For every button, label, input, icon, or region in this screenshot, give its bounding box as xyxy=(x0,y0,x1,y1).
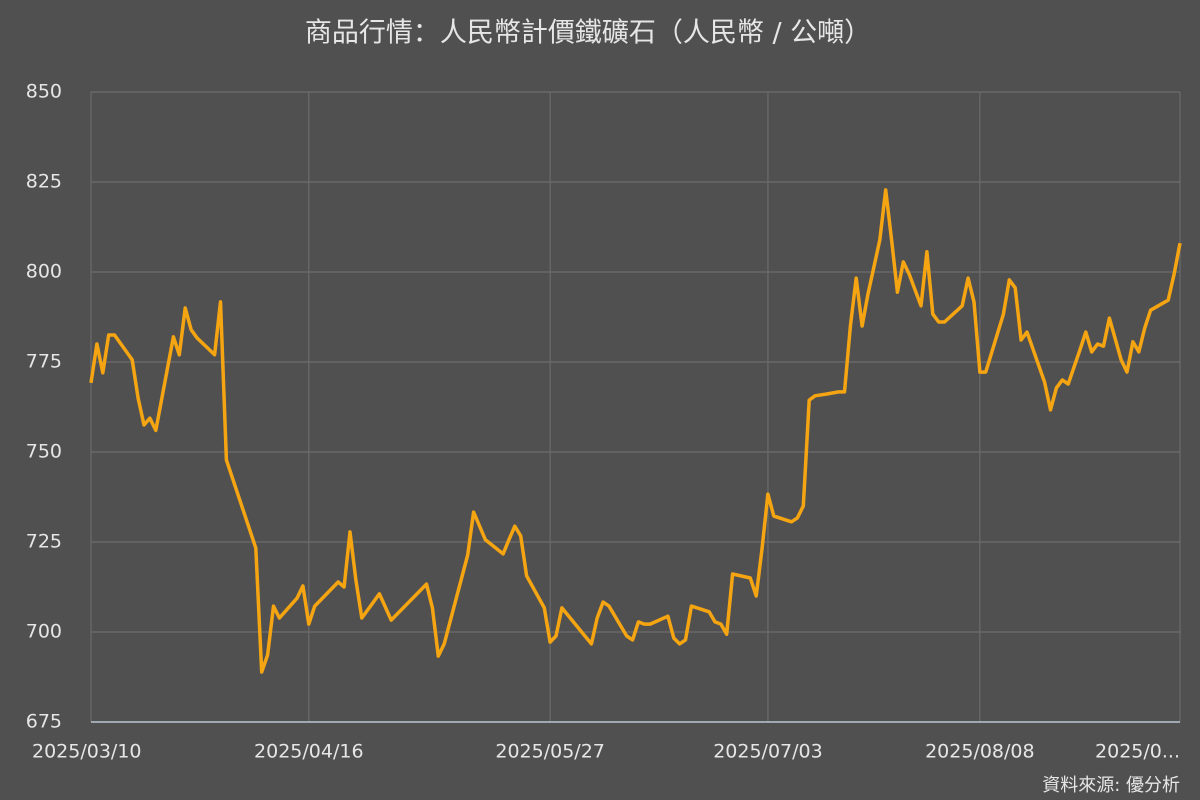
y-tick-label: 725 xyxy=(26,531,62,553)
x-tick-label: 2025/03/10 xyxy=(32,741,142,763)
x-tick-label: 2025/04/16 xyxy=(254,741,364,763)
y-tick-label: 700 xyxy=(26,621,62,643)
y-tick-label: 850 xyxy=(26,81,62,103)
y-tick-label: 675 xyxy=(26,711,62,733)
x-tick-label: 2025/0... xyxy=(1095,741,1180,763)
y-tick-label: 750 xyxy=(26,441,62,463)
source: 資料來源: 優分析 xyxy=(1042,775,1180,796)
x-tick-label: 2025/05/27 xyxy=(495,741,605,763)
y-tick-label: 775 xyxy=(26,351,62,373)
y-tick-label: 800 xyxy=(26,261,62,283)
x-tick-label: 2025/08/08 xyxy=(925,741,1035,763)
x-tick-label: 2025/07/03 xyxy=(713,741,823,763)
y-tick-label: 825 xyxy=(26,171,62,193)
data-line xyxy=(89,188,1182,674)
chart-title: 商品行情：人民幣計價鐵礦石（人民幣 / 公噸） xyxy=(305,18,871,49)
